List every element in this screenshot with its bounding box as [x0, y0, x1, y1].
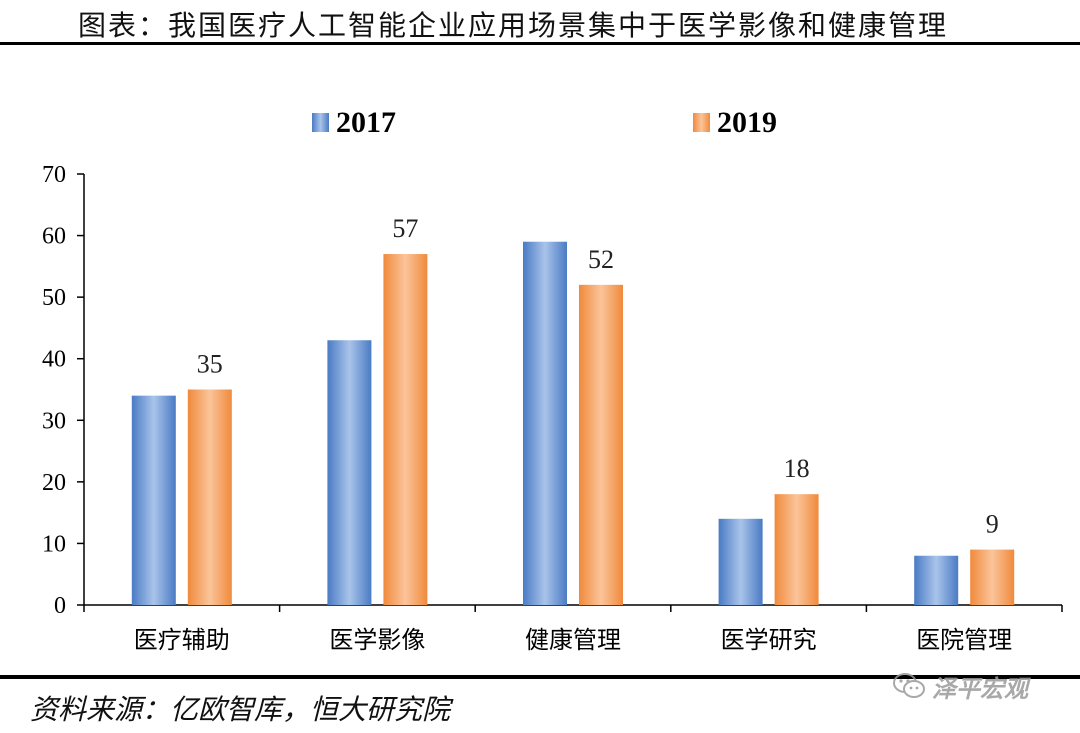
bar-2017	[718, 518, 763, 605]
y-tick-label: 30	[42, 408, 66, 434]
source-note: 资料来源：亿欧智库，恒大研究院	[30, 693, 451, 726]
wechat-icon	[893, 673, 925, 698]
y-tick-label: 10	[42, 531, 66, 557]
x-category-label: 健康管理	[525, 626, 621, 654]
y-tick-label: 40	[42, 347, 66, 373]
data-label-2019: 35	[197, 350, 223, 379]
bars	[131, 241, 1015, 606]
chart-title: 图表：我国医疗人工智能企业应用场景集中于医学影像和健康管理	[78, 9, 949, 42]
data-label-2019: 18	[784, 454, 810, 483]
watermark-text: 泽平宏观	[932, 674, 1028, 703]
title-divider	[0, 42, 1080, 45]
data-label-2019: 52	[588, 245, 614, 274]
y-tick-label: 50	[42, 285, 66, 311]
y-tick-label: 70	[42, 162, 66, 188]
legend-label-2019: 2019	[717, 106, 777, 139]
watermark: 泽平宏观	[892, 668, 1028, 704]
legend-swatch-2017	[312, 113, 329, 132]
x-category-label: 医院管理	[916, 626, 1012, 654]
bar-2017	[523, 241, 567, 605]
data-label-2019: 57	[392, 214, 418, 243]
legend-swatch-2019	[693, 113, 710, 132]
x-category-label: 医学研究	[721, 626, 817, 654]
y-tick-label: 60	[42, 224, 66, 250]
bar-2019	[774, 494, 819, 605]
bar-2019	[383, 254, 428, 606]
y-tick-label: 20	[42, 470, 66, 496]
y-tick-label: 0	[54, 593, 66, 619]
bar-2017	[327, 340, 372, 605]
footer-divider	[0, 675, 1080, 679]
bar-chart: 2017 2019 0 10 20 30 40 50 60 70 医疗辅助 医学影像 健康管理 医学研究…	[42, 106, 1063, 654]
legend-label-2017: 2017	[336, 106, 396, 139]
x-category-label: 医疗辅助	[134, 626, 230, 654]
bar-2019	[970, 549, 1015, 605]
title-bar: 图表：我国医疗人工智能企业应用场景集中于医学影像和健康管理	[0, 0, 1080, 45]
data-labels: 35 57 52 18 9	[197, 214, 999, 539]
axes: 0 10 20 30 40 50 60 70 医疗辅助 医学影像 健康管理 医学研究 医院管理	[42, 162, 1063, 654]
bar-2017	[914, 555, 959, 605]
bar-2019	[187, 389, 232, 605]
bar-2017	[131, 395, 176, 605]
data-label-2019: 9	[986, 510, 999, 539]
legend: 2017 2019	[312, 106, 777, 139]
bar-2019	[579, 284, 623, 605]
x-category-label: 医学影像	[329, 626, 425, 654]
